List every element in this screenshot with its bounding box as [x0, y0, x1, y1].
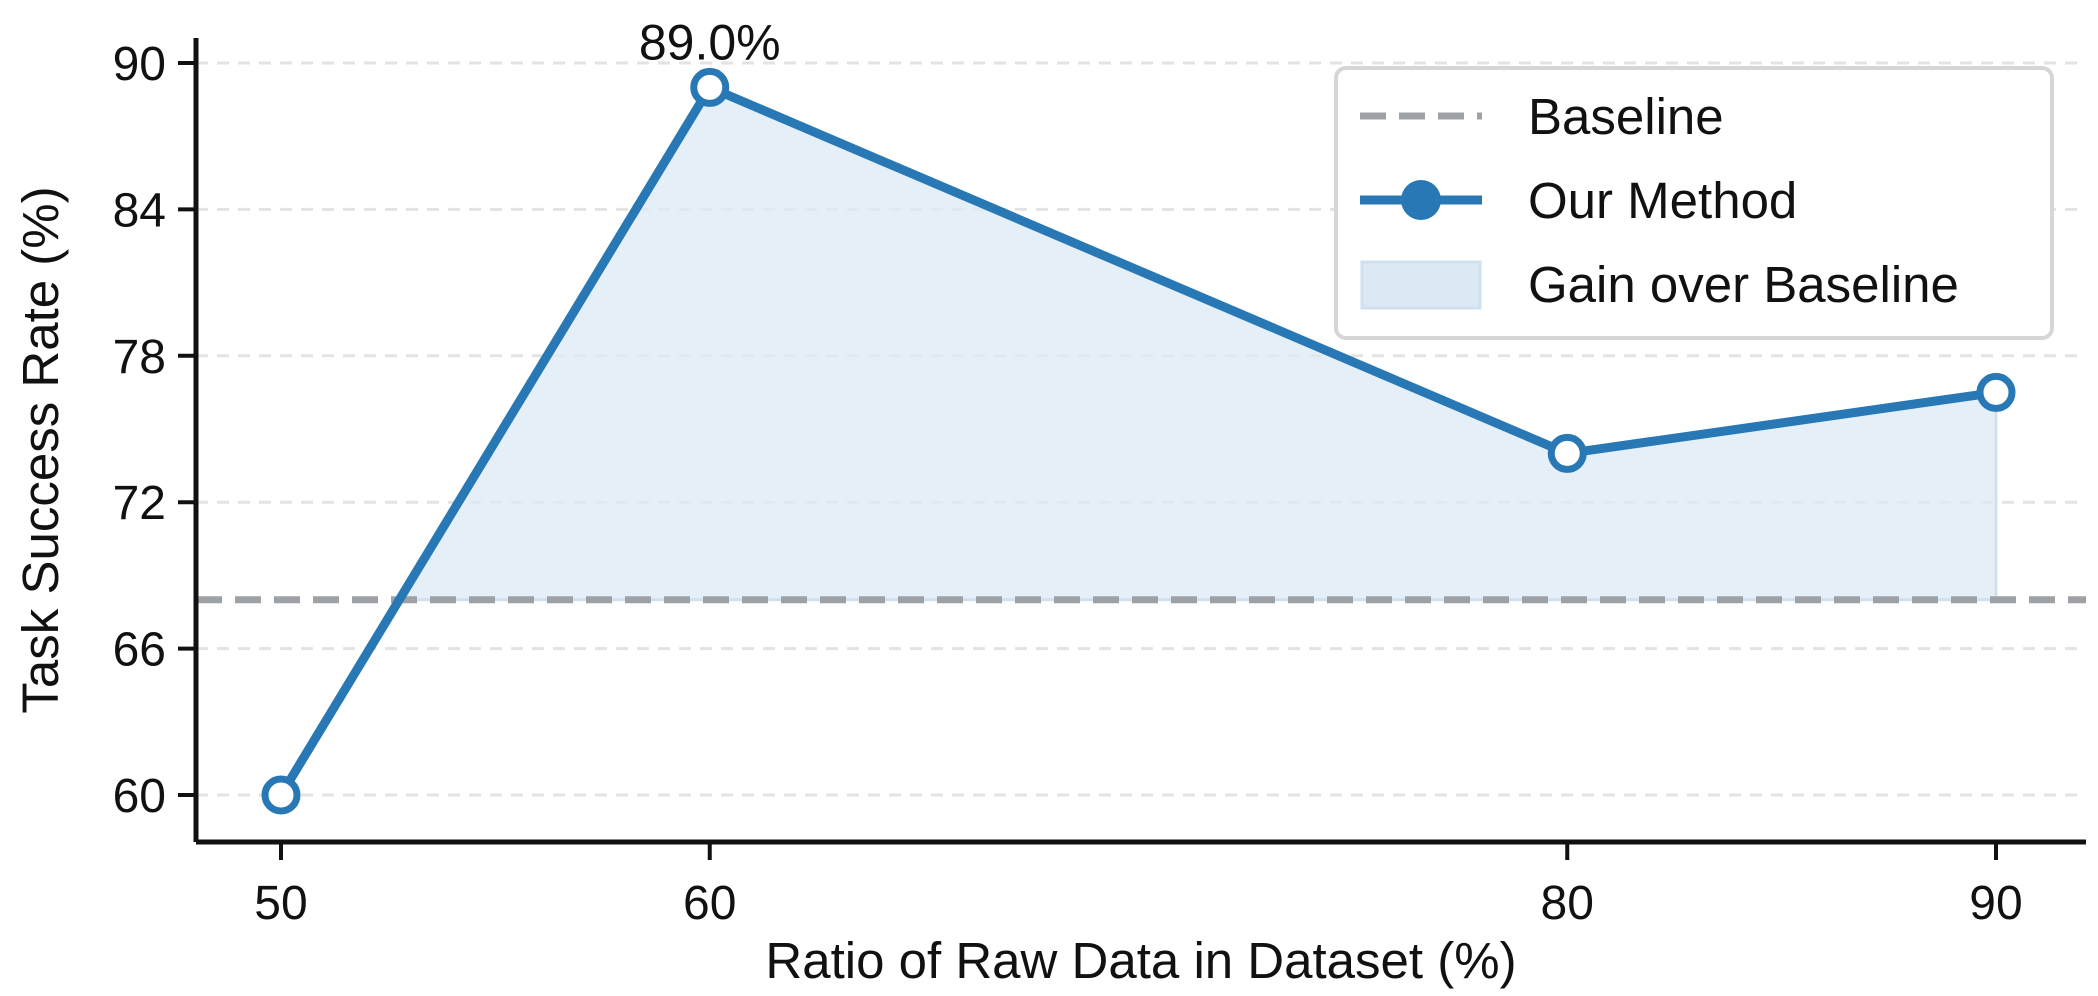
legend-our-method-label: Our Method: [1528, 172, 1797, 229]
x-axis-title: Ratio of Raw Data in Dataset (%): [765, 932, 1516, 989]
x-tick-label-50: 50: [254, 877, 307, 930]
y-tick-label-72: 72: [113, 477, 166, 530]
data-points: [261, 67, 2016, 815]
x-tick-label-60: 60: [683, 877, 736, 930]
x-tick-label-90: 90: [1969, 877, 2022, 930]
series-line-our-method: [277, 82, 1997, 798]
legend-gain-label: Gain over Baseline: [1528, 256, 1959, 313]
peak-annotation: 89.0%: [639, 14, 781, 70]
data-point-60: [690, 67, 730, 107]
data-point-90: [1976, 372, 2016, 412]
legend-baseline-label: Baseline: [1528, 88, 1724, 145]
data-point-80: [1547, 433, 1587, 473]
y-ticks: 60 66 72 78 84 90: [113, 38, 196, 823]
legend-gain-swatch: [1360, 260, 1482, 310]
legend-frame: [1334, 66, 2054, 340]
axes: [193, 38, 2086, 845]
x-tick-label-80: 80: [1541, 877, 1594, 930]
y-tick-label-84: 84: [113, 184, 166, 237]
legend-our-method-swatch-marker: [1401, 180, 1441, 220]
y-axis-title: Task Success Rate (%): [12, 186, 69, 713]
y-tick-label-60: 60: [113, 770, 166, 823]
y-tick-label-66: 66: [113, 624, 166, 677]
data-point-50: [261, 775, 301, 815]
y-tick-label-90: 90: [113, 38, 166, 91]
y-tick-label-78: 78: [113, 331, 166, 384]
x-ticks: 50 60 80 90: [254, 842, 2023, 930]
legend: Baseline Our Method Gain over Baseline: [1334, 66, 2054, 340]
